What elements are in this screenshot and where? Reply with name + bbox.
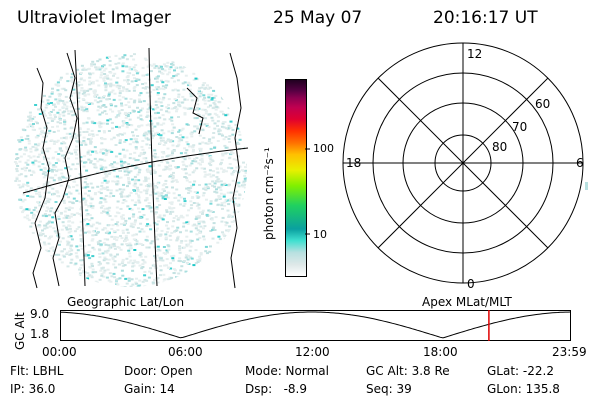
status-ip: IP: 36.0 bbox=[10, 382, 56, 396]
uv-emission-speckle bbox=[13, 53, 247, 287]
colorbar-ticks bbox=[305, 148, 310, 235]
geographic-label: Geographic Lat/Lon bbox=[67, 295, 185, 309]
coastline bbox=[229, 52, 242, 289]
altitude-ytick-max: 9.0 bbox=[30, 307, 50, 321]
status-glon: GLon: 135.8 bbox=[487, 382, 560, 396]
status-door: Door: Open bbox=[124, 364, 193, 378]
status-flt: Flt: LBHL bbox=[10, 364, 64, 378]
coastline bbox=[186, 87, 204, 135]
altitude-xtick-1: 06:00 bbox=[168, 345, 203, 359]
longitude-line bbox=[148, 47, 158, 287]
lat-label-60: 60 bbox=[535, 97, 551, 111]
uv-image-map bbox=[13, 47, 249, 289]
date-label: 25 May 07 bbox=[273, 8, 363, 28]
time-label: 20:16:17 UT bbox=[433, 8, 538, 28]
colorbar-tick-10: 10 bbox=[313, 228, 327, 241]
status-gain: Gain: 14 bbox=[124, 382, 175, 396]
longitude-line bbox=[74, 49, 86, 287]
colorbar-tick-100: 100 bbox=[313, 142, 334, 155]
coastline bbox=[32, 67, 50, 289]
mlt-label-6: 6 bbox=[576, 156, 584, 170]
status-seq: Seq: 39 bbox=[366, 382, 412, 396]
mlt-label-0: 0 bbox=[467, 277, 475, 291]
polar-plot bbox=[342, 42, 588, 284]
status-mode: Mode: Normal bbox=[245, 364, 329, 378]
mlt-label-18: 18 bbox=[346, 156, 362, 170]
colorbar bbox=[285, 79, 307, 277]
status-glat: GLat: -22.2 bbox=[487, 364, 554, 378]
altitude-xtick-4: 23:59 bbox=[552, 345, 587, 359]
altitude-ytick-min: 1.8 bbox=[30, 327, 50, 341]
altitude-ylabel: GC Alt bbox=[13, 312, 27, 350]
coastline bbox=[52, 52, 78, 287]
altitude-curve bbox=[60, 311, 571, 339]
status-dsp: Dsp: -8.9 bbox=[245, 382, 308, 396]
lat-label-80: 80 bbox=[492, 140, 508, 154]
latitude-line bbox=[22, 147, 249, 194]
altitude-plot bbox=[60, 310, 571, 341]
altitude-xtick-2: 12:00 bbox=[295, 345, 330, 359]
apex-label: Apex MLat/MLT bbox=[422, 295, 512, 309]
altitude-xtick-0: 00:00 bbox=[42, 345, 77, 359]
lat-label-70: 70 bbox=[512, 120, 528, 134]
status-gc-alt: GC Alt: 3.8 Re bbox=[366, 364, 450, 378]
instrument-title: Ultraviolet Imager bbox=[17, 8, 171, 28]
colorbar-unit-label: photon cm⁻²s⁻¹ bbox=[262, 147, 276, 240]
altitude-xtick-3: 18:00 bbox=[423, 345, 458, 359]
mlt-label-12: 12 bbox=[467, 47, 483, 61]
